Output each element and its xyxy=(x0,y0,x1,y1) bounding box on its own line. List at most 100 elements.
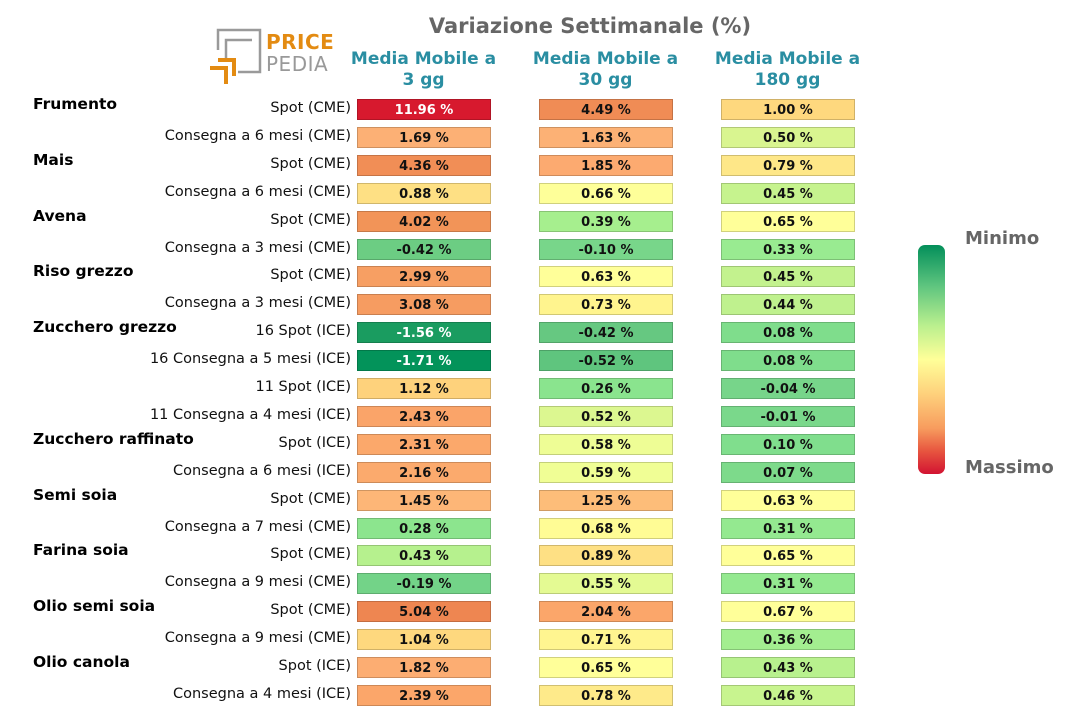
value-cell: 3.08 % xyxy=(357,294,491,316)
value-cell: 1.63 % xyxy=(539,126,673,148)
contract-label: Consegna a 9 mesi (CME) xyxy=(164,574,351,591)
contract-label: Spot (CME) xyxy=(270,490,351,507)
contract-label: Spot (CME) xyxy=(270,546,351,563)
value-cell: -0.42 % xyxy=(357,238,491,260)
column-header-30gg: Media Mobile a 30 gg xyxy=(532,49,679,90)
value-cell: 0.65 % xyxy=(721,210,855,232)
value-cell: -0.10 % xyxy=(539,238,673,260)
value-cell: 0.50 % xyxy=(721,126,855,148)
value-cell: 11.96 % xyxy=(357,99,491,120)
contract-label: Spot (ICE) xyxy=(278,658,351,674)
value-cell: -0.52 % xyxy=(539,350,673,372)
value-cell: 2.16 % xyxy=(357,461,491,483)
chart-title: Variazione Settimanale (%) xyxy=(428,14,752,38)
value-cell: 0.63 % xyxy=(721,489,855,511)
contract-label: Consegna a 6 mesi (ICE) xyxy=(173,462,351,479)
value-cell: 1.12 % xyxy=(357,378,491,399)
value-cell: 0.43 % xyxy=(721,657,855,678)
commodity-label: Olio canola xyxy=(33,653,130,671)
value-cell: 1.85 % xyxy=(539,154,673,176)
value-cell: 0.67 % xyxy=(721,601,855,623)
pricepedia-logo: PRICE PEDIA xyxy=(208,28,338,88)
value-cell: -0.01 % xyxy=(721,405,855,427)
value-cell: 2.31 % xyxy=(357,433,491,455)
commodity-label: Avena xyxy=(33,206,87,225)
value-cell: 1.00 % xyxy=(721,99,855,120)
contract-label: 16 Spot (ICE) xyxy=(255,323,351,340)
logo-text-price: PRICE xyxy=(266,30,335,54)
column-header-180gg: Media Mobile a 180 gg xyxy=(714,49,861,90)
value-cell: 5.04 % xyxy=(357,601,491,623)
contract-label: Consegna a 3 mesi (CME) xyxy=(164,295,351,312)
value-cell: 4.49 % xyxy=(539,99,673,120)
logo-text-pedia: PEDIA xyxy=(266,52,329,76)
value-cell: -1.56 % xyxy=(357,322,491,344)
commodity-label: Olio semi soia xyxy=(33,597,156,616)
contract-label: Consegna a 6 mesi (CME) xyxy=(164,183,351,200)
value-cell: 1.04 % xyxy=(357,629,491,651)
value-cell: 1.45 % xyxy=(357,489,491,511)
colorbar-min-label: Minimo xyxy=(965,228,1040,249)
value-cell: 0.88 % xyxy=(357,182,491,204)
logo-mark-icon xyxy=(210,28,262,84)
contract-label: Spot (CME) xyxy=(270,602,351,619)
value-cell: 0.58 % xyxy=(539,433,673,455)
contract-label: Consegna a 7 mesi (CME) xyxy=(164,518,351,535)
value-cell: 0.71 % xyxy=(539,629,673,651)
value-cell: 0.73 % xyxy=(539,294,673,316)
value-cell: 0.26 % xyxy=(539,378,673,399)
colorbar-gradient xyxy=(918,245,945,474)
value-cell: 0.39 % xyxy=(539,210,673,232)
value-cell: 2.43 % xyxy=(357,405,491,427)
value-cell: 1.25 % xyxy=(539,489,673,511)
value-cell: 0.31 % xyxy=(721,573,855,595)
value-cell: 0.79 % xyxy=(721,154,855,176)
value-cell: 0.07 % xyxy=(721,461,855,483)
value-cell: 1.82 % xyxy=(357,657,491,678)
column-header-3gg: Media Mobile a 3 gg xyxy=(350,49,497,90)
contract-label: Spot (CME) xyxy=(270,267,351,284)
value-cell: 0.55 % xyxy=(539,573,673,595)
value-cell: 0.10 % xyxy=(721,433,855,455)
commodity-label: Mais xyxy=(33,150,74,169)
commodity-label: Farina soia xyxy=(33,541,129,560)
contract-label: Consegna a 4 mesi (ICE) xyxy=(173,685,351,702)
value-cell: 0.08 % xyxy=(721,322,855,344)
value-cell: 0.66 % xyxy=(539,182,673,204)
value-cell: 0.36 % xyxy=(721,629,855,651)
value-cell: 2.39 % xyxy=(357,684,491,706)
contract-label: 11 Spot (ICE) xyxy=(255,379,351,395)
contract-label: Spot (CME) xyxy=(270,211,351,228)
contract-label: 11 Consegna a 4 mesi (ICE) xyxy=(149,406,351,423)
value-cell: 0.68 % xyxy=(539,517,673,539)
contract-label: Spot (CME) xyxy=(270,155,351,172)
value-cell: 0.08 % xyxy=(721,350,855,372)
value-cell: 0.43 % xyxy=(357,545,491,567)
contract-label: Consegna a 6 mesi (CME) xyxy=(164,127,351,144)
value-cell: 0.33 % xyxy=(721,238,855,260)
value-cell: -0.04 % xyxy=(721,378,855,399)
contract-label: Consegna a 9 mesi (CME) xyxy=(164,630,351,647)
commodity-label: Frumento xyxy=(33,95,118,113)
value-cell: 0.52 % xyxy=(539,405,673,427)
value-cell: 0.78 % xyxy=(539,684,673,706)
value-cell: -0.42 % xyxy=(539,322,673,344)
commodity-label: Semi soia xyxy=(33,485,118,504)
contract-label: Consegna a 3 mesi (CME) xyxy=(164,239,351,256)
contract-label: Spot (ICE) xyxy=(278,434,351,451)
commodity-label: Zucchero raffinato xyxy=(33,429,194,448)
value-cell: -0.19 % xyxy=(357,573,491,595)
value-cell: 2.04 % xyxy=(539,601,673,623)
commodity-label: Zucchero grezzo xyxy=(33,318,177,337)
value-cell: 0.28 % xyxy=(357,517,491,539)
value-cell: 0.63 % xyxy=(539,266,673,288)
value-cell: 1.69 % xyxy=(357,126,491,148)
value-cell: 0.31 % xyxy=(721,517,855,539)
contract-label: 16 Consegna a 5 mesi (ICE) xyxy=(149,351,351,368)
value-cell: 4.02 % xyxy=(357,210,491,232)
value-cell: 2.99 % xyxy=(357,266,491,288)
value-cell: 0.45 % xyxy=(721,182,855,204)
value-cell: 0.44 % xyxy=(721,294,855,316)
value-cell: 0.59 % xyxy=(539,461,673,483)
contract-label: Spot (CME) xyxy=(270,100,351,116)
